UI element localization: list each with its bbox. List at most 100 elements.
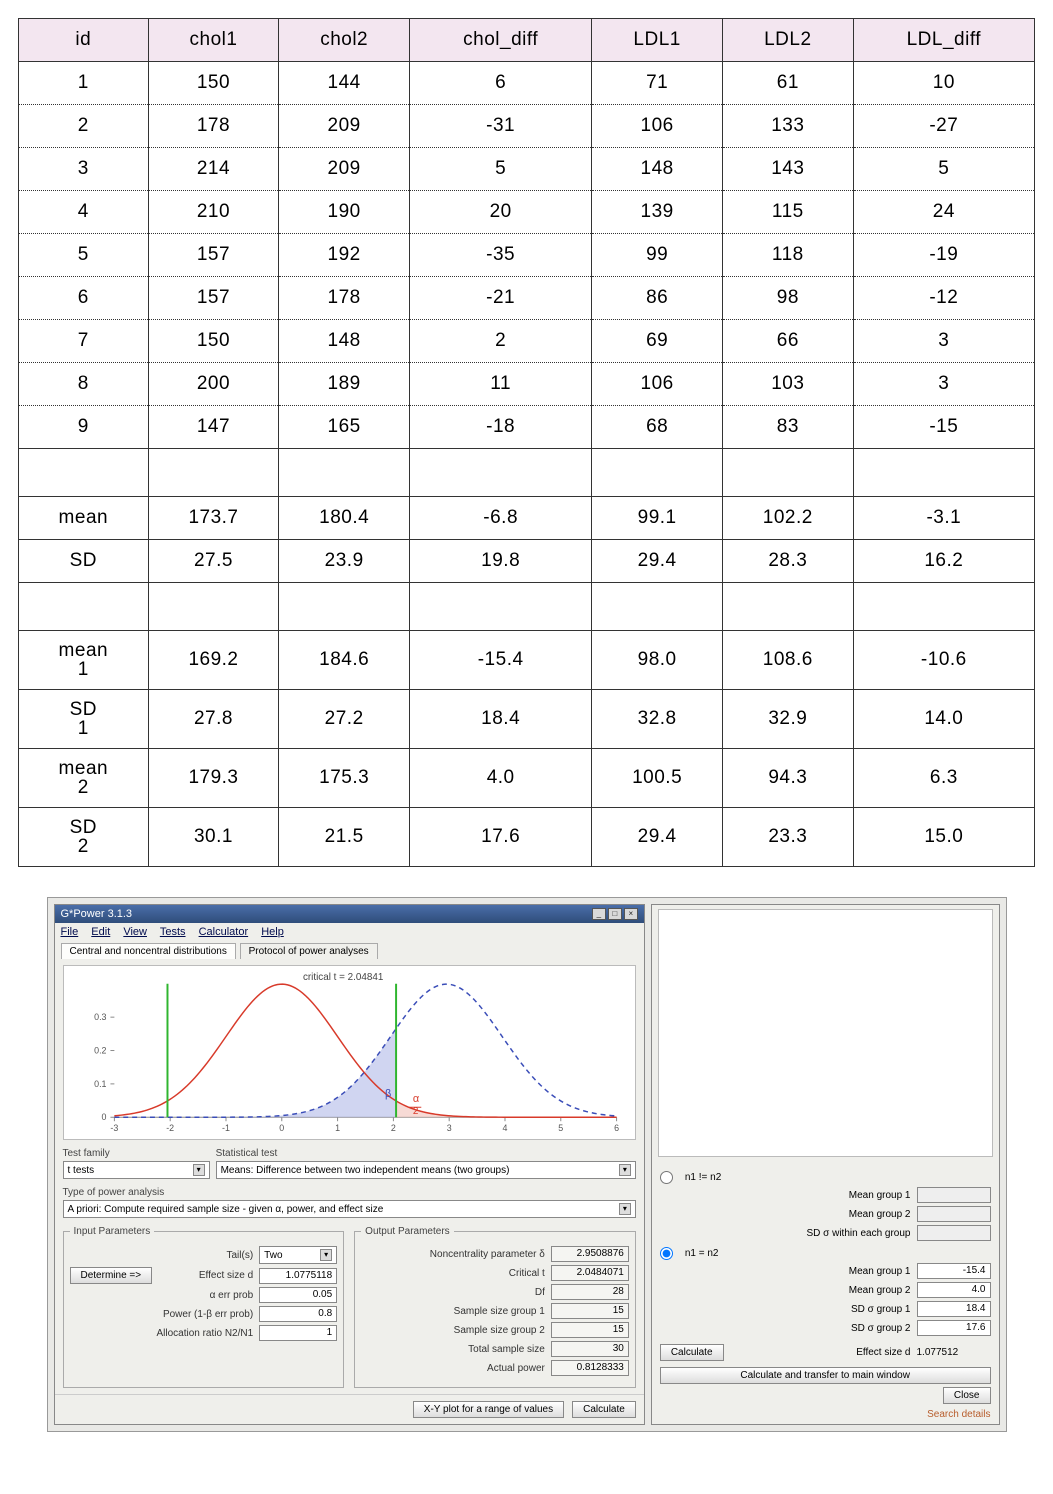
effect-size-input[interactable]: 1.0775118 bbox=[259, 1268, 337, 1284]
radio-n1-ne-n2[interactable] bbox=[660, 1171, 673, 1184]
table-cell: -3.1 bbox=[853, 497, 1034, 540]
table-cell: 19.8 bbox=[410, 540, 592, 583]
table-cell: 6 bbox=[410, 62, 592, 105]
close-icon[interactable]: × bbox=[624, 908, 638, 920]
menu-file[interactable]: File bbox=[61, 926, 79, 938]
calculate-button[interactable]: Calculate bbox=[572, 1401, 636, 1418]
transfer-button[interactable]: Calculate and transfer to main window bbox=[660, 1367, 991, 1384]
table-cell: -15 bbox=[853, 406, 1034, 449]
svg-text:0.2: 0.2 bbox=[94, 1045, 106, 1055]
table-cell: 189 bbox=[279, 363, 410, 406]
table-cell: -10.6 bbox=[853, 631, 1034, 690]
table-cell: SD2 bbox=[19, 808, 149, 867]
n1-output: 15 bbox=[551, 1303, 629, 1319]
table-cell: 99.1 bbox=[592, 497, 723, 540]
table-cell: 150 bbox=[148, 320, 279, 363]
table-cell: 20 bbox=[410, 191, 592, 234]
power-type-select[interactable]: A priori: Compute required sample size -… bbox=[63, 1200, 636, 1218]
test-family-label: Test family bbox=[63, 1148, 210, 1159]
close-button[interactable]: Close bbox=[943, 1387, 991, 1404]
table-cell: 178 bbox=[148, 105, 279, 148]
chevron-down-icon: ▾ bbox=[619, 1203, 631, 1215]
tab-protocol[interactable]: Protocol of power analyses bbox=[240, 943, 378, 959]
table-cell: 3 bbox=[853, 363, 1034, 406]
svg-text:3: 3 bbox=[446, 1123, 451, 1133]
table-cell: 4.0 bbox=[410, 749, 592, 808]
table-cell: 83 bbox=[722, 406, 853, 449]
table-cell: 6 bbox=[19, 277, 149, 320]
table-cell: -18 bbox=[410, 406, 592, 449]
menu-calculator[interactable]: Calculator bbox=[199, 926, 249, 938]
table-cell: 139 bbox=[592, 191, 723, 234]
side-sd1-input[interactable]: 18.4 bbox=[917, 1301, 991, 1317]
tab-distributions[interactable]: Central and noncentral distributions bbox=[61, 943, 236, 959]
side-mean1-disabled bbox=[917, 1187, 991, 1203]
chevron-down-icon: ▾ bbox=[619, 1164, 631, 1176]
table-cell: 61 bbox=[722, 62, 853, 105]
side-mean2-input[interactable]: 4.0 bbox=[917, 1282, 991, 1298]
table-cell: 29.4 bbox=[592, 808, 723, 867]
test-family-select[interactable]: t tests▾ bbox=[63, 1161, 210, 1179]
table-cell: 165 bbox=[279, 406, 410, 449]
menu-tests[interactable]: Tests bbox=[160, 926, 186, 938]
tails-select[interactable]: Two▾ bbox=[259, 1246, 337, 1264]
xyplot-button[interactable]: X-Y plot for a range of values bbox=[413, 1401, 564, 1418]
table-cell: 21.5 bbox=[279, 808, 410, 867]
side-calculate-button[interactable]: Calculate bbox=[660, 1344, 724, 1361]
table-cell: 29.4 bbox=[592, 540, 723, 583]
table-cell: SD1 bbox=[19, 690, 149, 749]
ntotal-output: 30 bbox=[551, 1341, 629, 1357]
table-cell: 86 bbox=[592, 277, 723, 320]
power-input[interactable]: 0.8 bbox=[259, 1306, 337, 1322]
table-cell: -27 bbox=[853, 105, 1034, 148]
table-cell: 27.2 bbox=[279, 690, 410, 749]
table-cell: 184.6 bbox=[279, 631, 410, 690]
table-cell: 98.0 bbox=[592, 631, 723, 690]
svg-text:β: β bbox=[385, 1088, 391, 1100]
determine-button[interactable]: Determine => bbox=[70, 1267, 153, 1284]
table-cell: 133 bbox=[722, 105, 853, 148]
table-cell: 11 bbox=[410, 363, 592, 406]
menu-view[interactable]: View bbox=[123, 926, 147, 938]
table-header: LDL2 bbox=[722, 19, 853, 62]
table-cell: mean2 bbox=[19, 749, 149, 808]
table-cell: 190 bbox=[279, 191, 410, 234]
table-cell: 27.8 bbox=[148, 690, 279, 749]
menubar: File Edit View Tests Calculator Help bbox=[55, 923, 644, 941]
side-sd2-input[interactable]: 17.6 bbox=[917, 1320, 991, 1336]
svg-text:2: 2 bbox=[390, 1123, 395, 1133]
maximize-icon[interactable]: □ bbox=[608, 908, 622, 920]
stat-test-label: Statistical test bbox=[216, 1148, 636, 1159]
menu-help[interactable]: Help bbox=[261, 926, 284, 938]
table-cell: 10 bbox=[853, 62, 1034, 105]
svg-text:critical t = 2.04841: critical t = 2.04841 bbox=[302, 972, 383, 983]
data-table: idchol1chol2chol_diffLDL1LDL2LDL_diff 11… bbox=[18, 18, 1035, 867]
table-cell: 24 bbox=[853, 191, 1034, 234]
minimize-icon[interactable]: _ bbox=[592, 908, 606, 920]
table-cell: 175.3 bbox=[279, 749, 410, 808]
critical-t-output: 2.0484071 bbox=[551, 1265, 629, 1281]
side-mean1-input[interactable]: -15.4 bbox=[917, 1263, 991, 1279]
table-header: chol_diff bbox=[410, 19, 592, 62]
power-type-label: Type of power analysis bbox=[63, 1187, 636, 1198]
alpha-input[interactable]: 0.05 bbox=[259, 1287, 337, 1303]
side-mean2-disabled bbox=[917, 1206, 991, 1222]
table-cell: 27.5 bbox=[148, 540, 279, 583]
table-cell: 157 bbox=[148, 234, 279, 277]
output-params: Output Parameters Noncentrality paramete… bbox=[354, 1226, 636, 1388]
table-cell: 5 bbox=[853, 148, 1034, 191]
table-cell: -12 bbox=[853, 277, 1034, 320]
side-effect-output: 1.077512 bbox=[917, 1347, 991, 1358]
table-cell: 6.3 bbox=[853, 749, 1034, 808]
svg-text:-3: -3 bbox=[110, 1123, 118, 1133]
table-cell: 115 bbox=[722, 191, 853, 234]
stat-test-select[interactable]: Means: Difference between two independen… bbox=[216, 1161, 636, 1179]
radio-n1-eq-n2[interactable] bbox=[660, 1247, 673, 1260]
table-cell: 99 bbox=[592, 234, 723, 277]
chevron-down-icon: ▾ bbox=[320, 1249, 332, 1261]
table-cell: -21 bbox=[410, 277, 592, 320]
allocation-input[interactable]: 1 bbox=[259, 1325, 337, 1341]
menu-edit[interactable]: Edit bbox=[91, 926, 110, 938]
table-cell: 209 bbox=[279, 105, 410, 148]
search-details-link[interactable]: Search details bbox=[652, 1407, 999, 1424]
